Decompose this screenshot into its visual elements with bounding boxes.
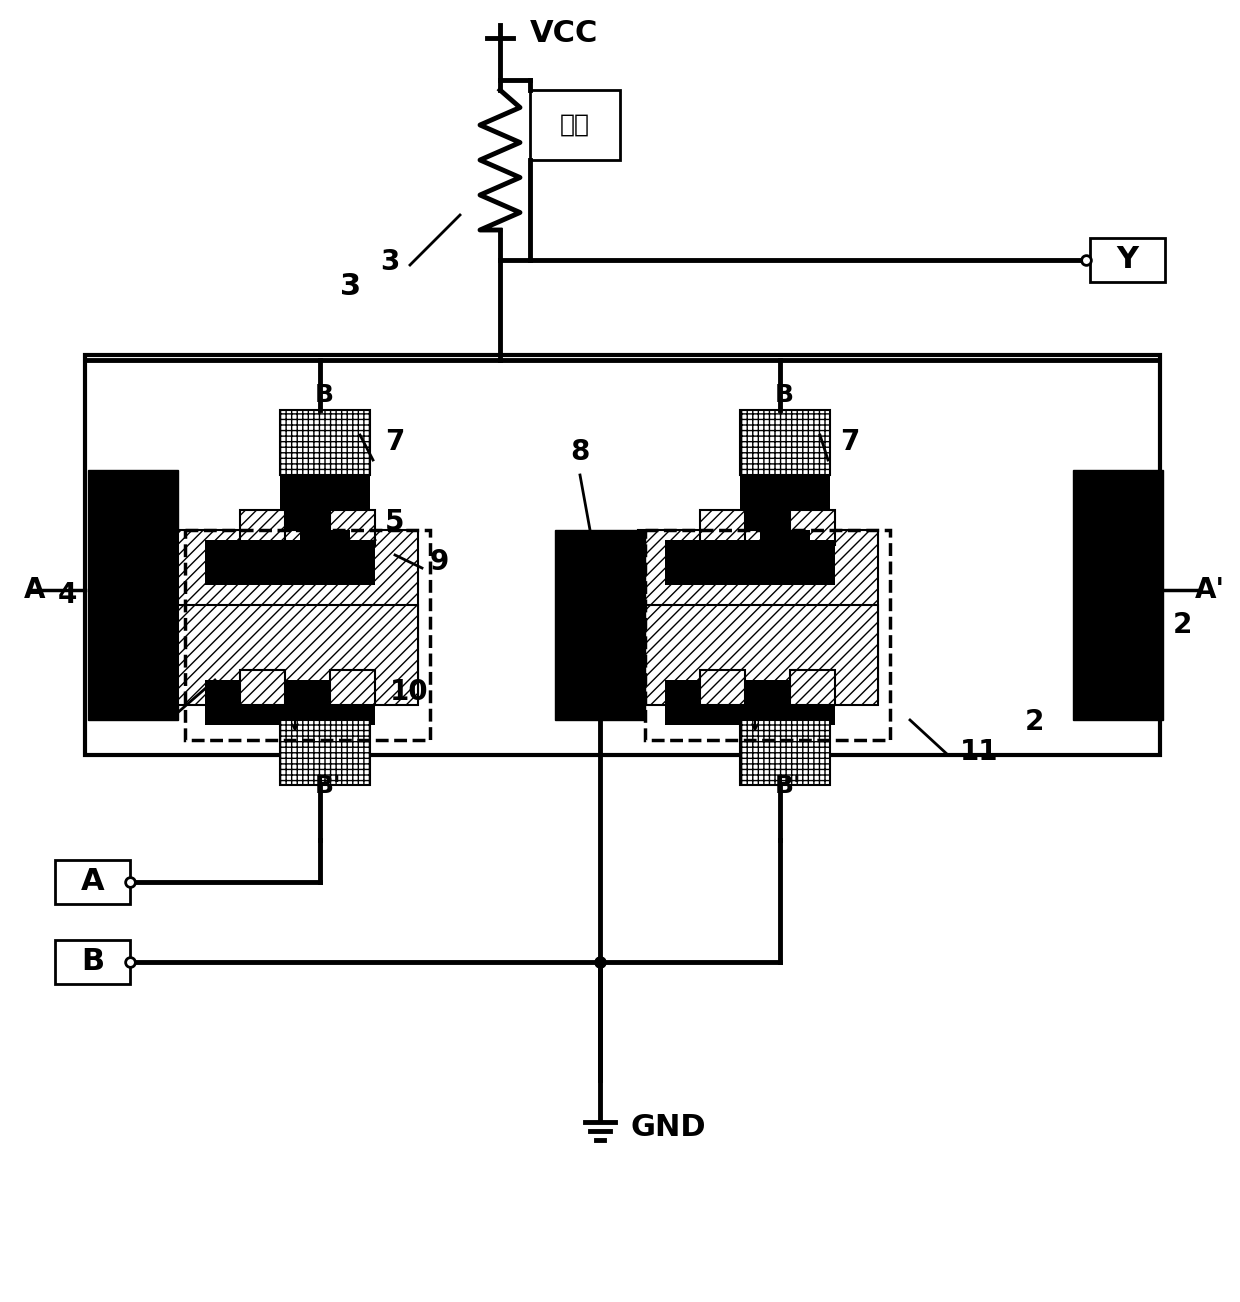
Bar bbox=[556, 530, 645, 720]
Text: 3: 3 bbox=[340, 272, 361, 301]
Bar bbox=[1090, 238, 1166, 283]
Text: 3: 3 bbox=[379, 247, 399, 276]
Bar bbox=[701, 671, 745, 704]
Text: A: A bbox=[24, 575, 45, 604]
Bar bbox=[330, 671, 374, 704]
Text: VCC: VCC bbox=[529, 18, 599, 47]
Bar bbox=[701, 510, 745, 546]
Text: 11: 11 bbox=[960, 738, 998, 766]
Text: B: B bbox=[775, 383, 794, 408]
Text: GND: GND bbox=[630, 1113, 706, 1142]
Bar bbox=[760, 530, 810, 560]
Bar bbox=[300, 530, 350, 560]
Bar bbox=[86, 355, 1159, 755]
Bar bbox=[55, 861, 130, 904]
Bar bbox=[241, 671, 285, 704]
Text: 2: 2 bbox=[1025, 708, 1044, 736]
Bar bbox=[639, 530, 878, 700]
Text: A: A bbox=[81, 867, 104, 897]
Text: 电阻: 电阻 bbox=[560, 113, 590, 137]
Bar bbox=[88, 470, 179, 720]
Bar bbox=[185, 530, 430, 740]
Bar bbox=[740, 410, 830, 475]
Bar bbox=[280, 720, 370, 785]
Bar bbox=[665, 680, 835, 725]
Bar bbox=[330, 510, 374, 546]
Text: B: B bbox=[315, 383, 334, 408]
Text: 7: 7 bbox=[384, 428, 404, 456]
Text: 7: 7 bbox=[839, 428, 859, 456]
Text: Y: Y bbox=[1116, 246, 1138, 275]
Bar bbox=[241, 510, 285, 546]
Text: B': B' bbox=[315, 773, 342, 798]
Bar bbox=[1073, 470, 1163, 720]
Bar bbox=[645, 530, 890, 740]
Bar bbox=[790, 671, 835, 704]
Bar bbox=[55, 940, 130, 984]
Bar bbox=[639, 605, 878, 704]
Bar bbox=[205, 680, 374, 725]
Text: 9: 9 bbox=[430, 548, 449, 575]
Text: 10: 10 bbox=[391, 678, 429, 706]
Bar bbox=[665, 540, 835, 585]
Bar bbox=[529, 90, 620, 160]
Text: 4: 4 bbox=[58, 581, 77, 609]
Bar bbox=[179, 530, 418, 700]
Text: B: B bbox=[81, 948, 104, 976]
Bar bbox=[740, 475, 830, 530]
Bar bbox=[740, 720, 830, 785]
Bar bbox=[280, 410, 370, 475]
Text: A': A' bbox=[1195, 575, 1225, 604]
Text: B': B' bbox=[775, 773, 801, 798]
Bar bbox=[179, 605, 418, 704]
Bar bbox=[280, 475, 370, 530]
Bar bbox=[205, 540, 374, 585]
Text: 1: 1 bbox=[145, 698, 164, 727]
Text: 8: 8 bbox=[570, 437, 589, 466]
Text: 5: 5 bbox=[384, 508, 404, 536]
Text: 2: 2 bbox=[1173, 611, 1193, 639]
Bar bbox=[790, 510, 835, 546]
